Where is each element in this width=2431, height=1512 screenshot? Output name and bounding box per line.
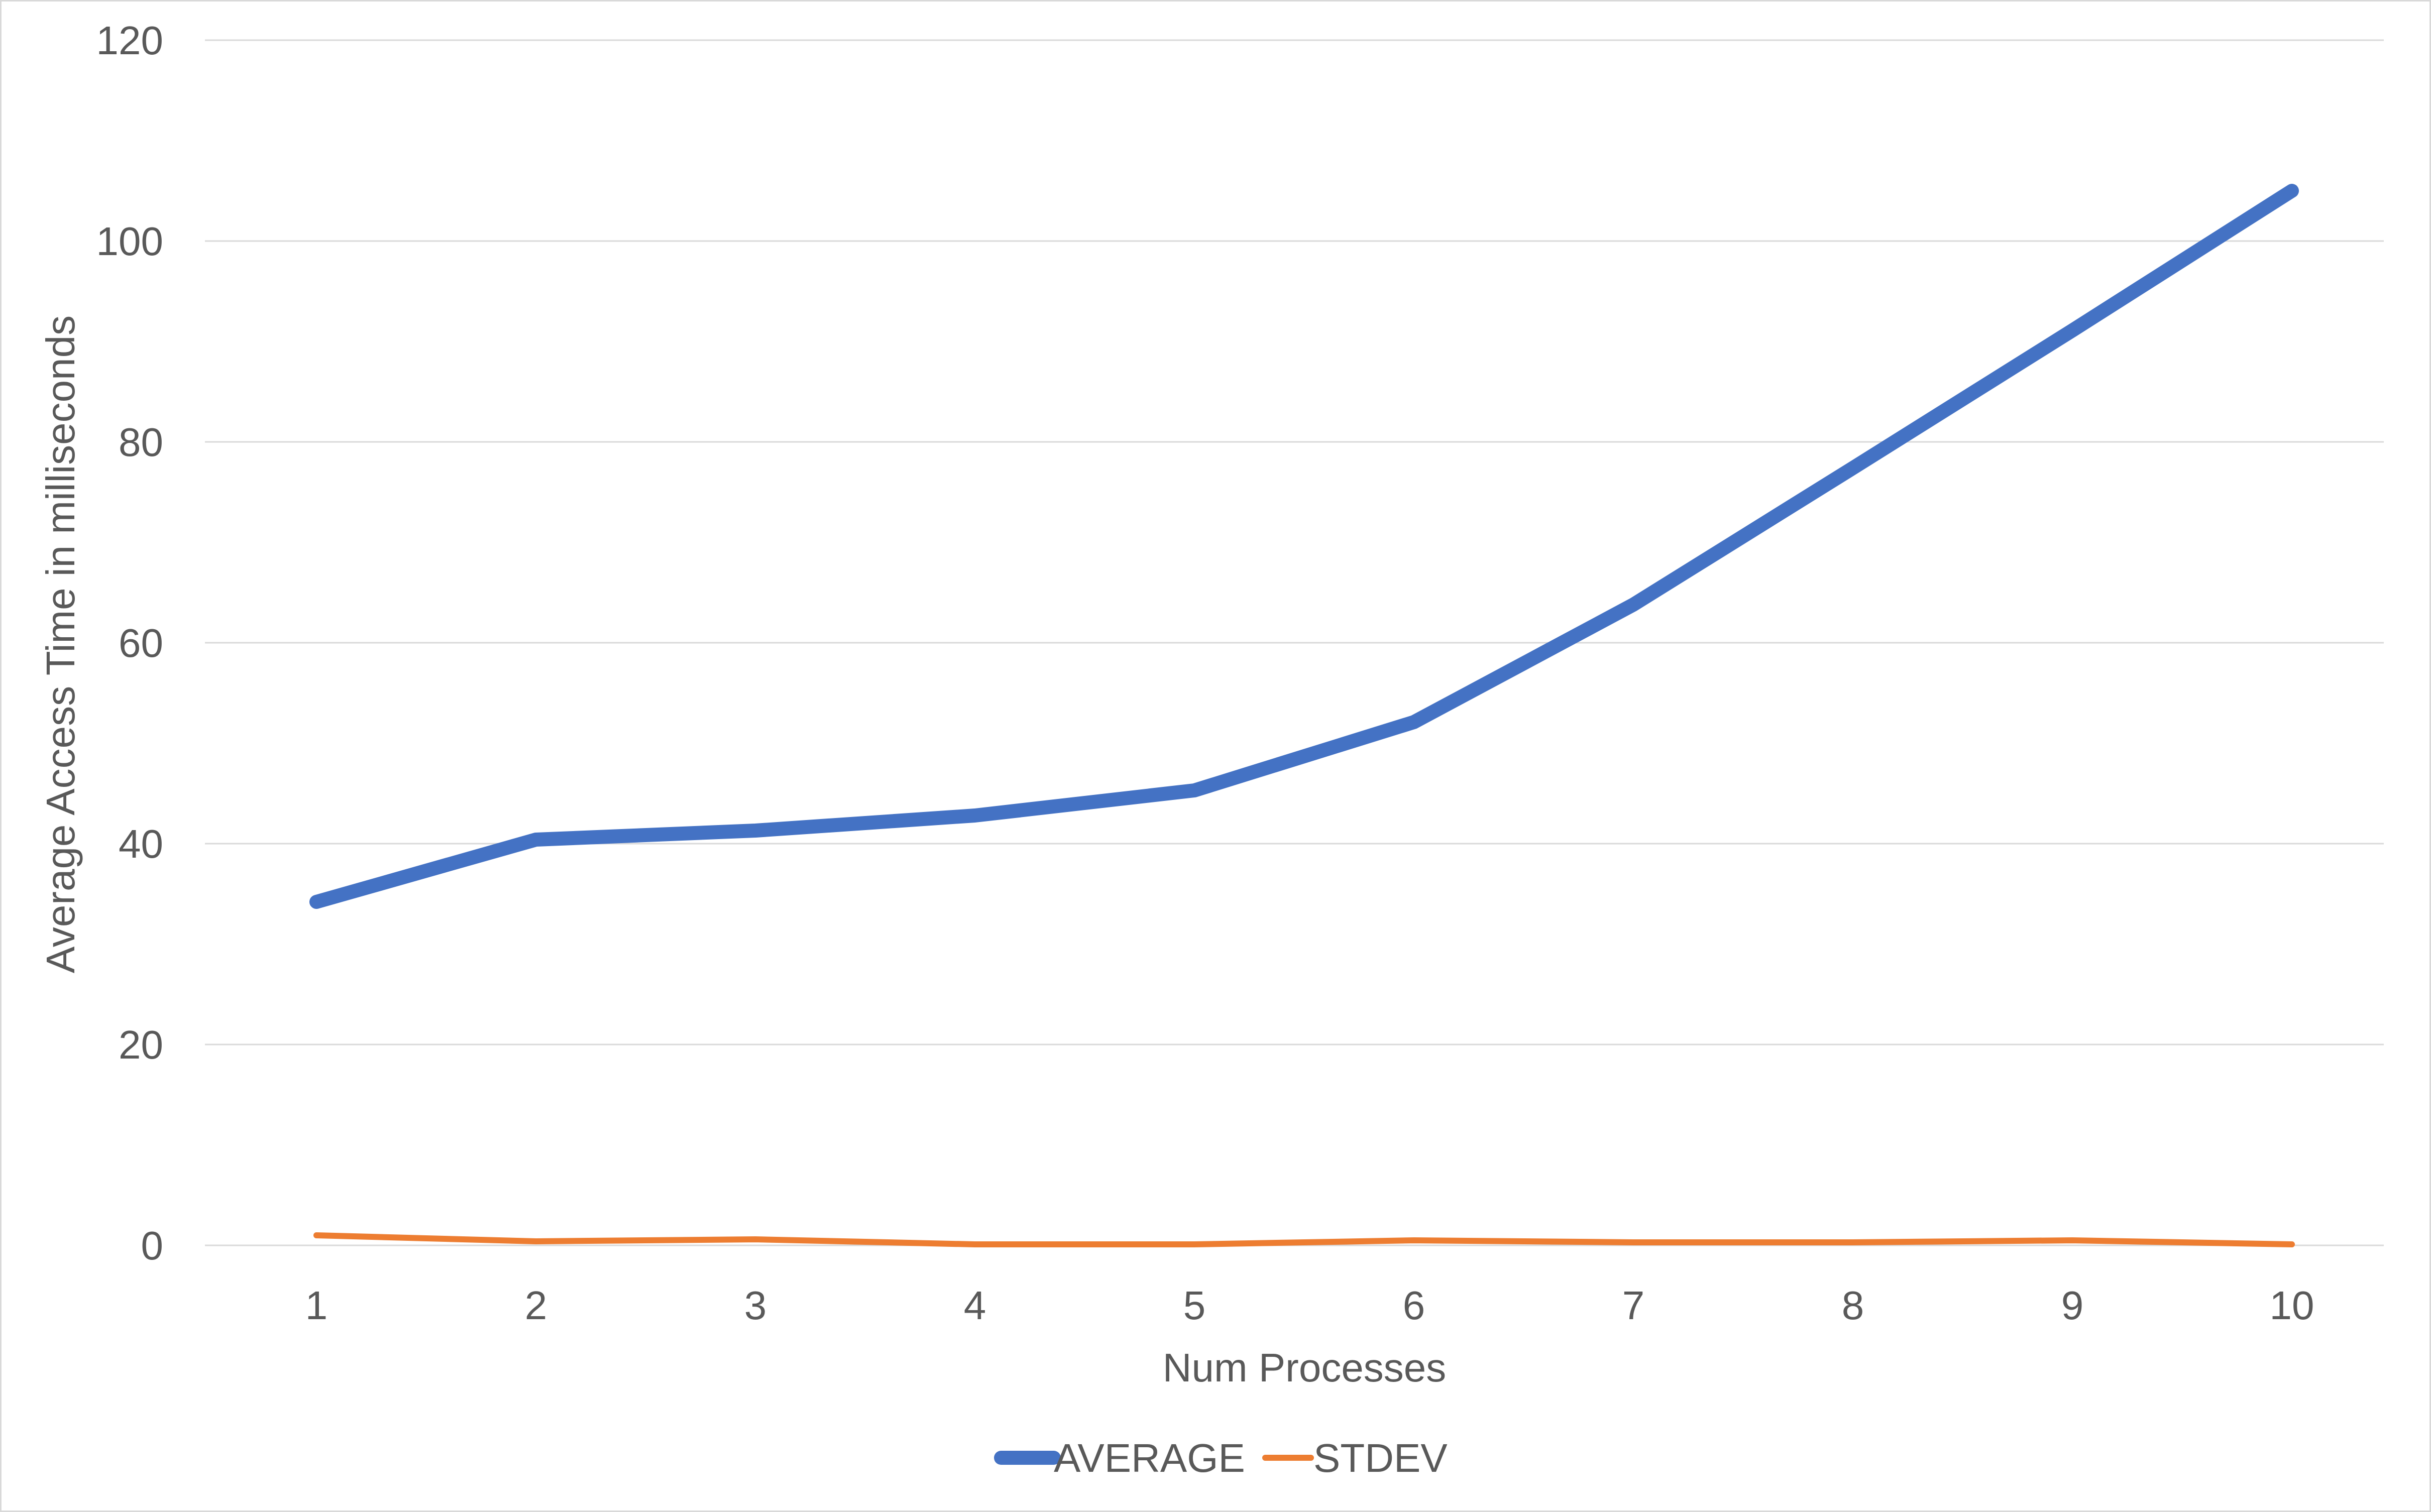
x-tick-label: 2 — [525, 1283, 547, 1328]
x-axis-tick-labels: 1 2 3 4 5 6 7 8 9 10 — [305, 1283, 2314, 1328]
y-axis-title: Average Access Time in milliseconds — [38, 315, 83, 973]
y-tick-label: 120 — [96, 18, 163, 63]
x-tick-label: 8 — [1842, 1283, 1864, 1328]
x-tick-label: 3 — [744, 1283, 767, 1328]
x-axis-title: Num Processes — [1163, 1345, 1447, 1390]
series-line-stdev — [313, 1232, 2295, 1247]
x-tick-label: 6 — [1403, 1283, 1425, 1328]
legend-label-average: AVERAGE — [1054, 1436, 1245, 1480]
x-tick-label: 1 — [305, 1283, 328, 1328]
legend-label-stdev: STDEV — [1313, 1436, 1448, 1480]
series-line-average — [309, 184, 2299, 909]
x-tick-label: 10 — [2270, 1283, 2314, 1328]
series-lines — [309, 184, 2299, 1247]
y-tick-label: 80 — [119, 420, 163, 464]
y-tick-label: 60 — [119, 621, 163, 665]
y-tick-label: 0 — [141, 1223, 164, 1268]
x-tick-label: 5 — [1183, 1283, 1206, 1328]
x-tick-label: 7 — [1622, 1283, 1645, 1328]
y-axis-tick-labels: 0 20 40 60 80 100 120 — [96, 18, 163, 1268]
x-tick-label: 4 — [964, 1283, 986, 1328]
y-tick-label: 40 — [119, 822, 163, 866]
y-tick-label: 100 — [96, 219, 163, 264]
gridlines — [205, 39, 2384, 1246]
y-tick-label: 20 — [119, 1022, 163, 1067]
legend: AVERAGE STDEV — [994, 1436, 1448, 1480]
x-tick-label: 9 — [2061, 1283, 2084, 1328]
